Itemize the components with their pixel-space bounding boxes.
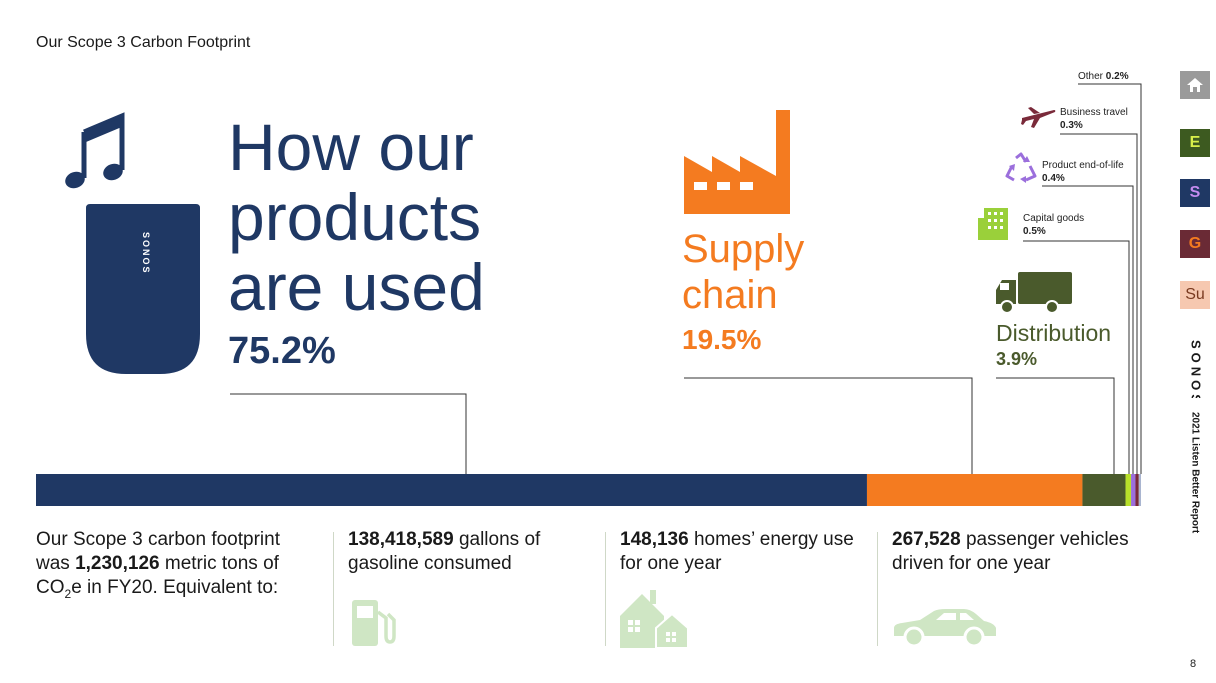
- supply-chain-label: Supply chain: [682, 227, 805, 317]
- bar-segment-1: [866, 474, 1083, 506]
- homes-stat: 148,136 homes’ energy use for one year: [620, 529, 854, 574]
- home-icon: [1187, 78, 1203, 92]
- leader-other: [1078, 83, 1142, 474]
- building-icon: [978, 208, 1008, 240]
- product-eol-callout: Product end-of-life 0.4%: [1042, 160, 1124, 184]
- bar-segment-4: [1131, 474, 1136, 506]
- page-number: 8: [1190, 658, 1197, 670]
- gasoline-stat: 138,418,589 gallons of gasoline consumed: [348, 529, 541, 574]
- factory-icon: [684, 110, 790, 214]
- business-travel-callout: Business travel 0.3%: [1060, 107, 1128, 131]
- fuel-pump-icon: [352, 600, 396, 646]
- speaker-icon: SONOS: [86, 204, 200, 374]
- usage-value: 75.2%: [228, 330, 336, 372]
- distribution-label: Distribution: [996, 320, 1112, 346]
- leader-supply: [684, 377, 973, 474]
- brand-logo: SONOS: [1189, 340, 1204, 398]
- usage-label: How our products are used: [228, 110, 485, 324]
- capital-goods-callout: Capital goods 0.5%: [1023, 213, 1085, 237]
- speaker-logo: SONOS: [141, 232, 151, 275]
- nav-home-button[interactable]: [1180, 71, 1210, 99]
- bar-segment-6: [1138, 474, 1141, 506]
- houses-icon: [620, 590, 689, 648]
- bar-segment-0: [36, 474, 867, 506]
- car-icon: [894, 609, 996, 648]
- divider: [877, 532, 878, 646]
- music-note-icon: [65, 112, 125, 189]
- nav-social-button[interactable]: S: [1180, 179, 1210, 207]
- leader-distribution: [996, 377, 1115, 474]
- nav-governance-button[interactable]: G: [1180, 230, 1210, 258]
- svg-text:2021 Listen Better Report: 2021 Listen Better Report: [1189, 412, 1200, 534]
- divider: [605, 532, 606, 646]
- supply-chain-value: 19.5%: [682, 324, 762, 355]
- bar-segment-3: [1125, 474, 1132, 506]
- bar-segment-2: [1082, 474, 1126, 506]
- recycle-icon: [1005, 152, 1037, 183]
- nav-environment-button[interactable]: E: [1180, 129, 1210, 157]
- leader-usage: [230, 393, 467, 474]
- other-callout: Other 0.2%: [1078, 71, 1129, 82]
- divider: [333, 532, 334, 646]
- bar-segment-5: [1135, 474, 1139, 506]
- plane-icon: [1021, 107, 1056, 128]
- svg-text:SONOS: SONOS: [1189, 340, 1204, 398]
- page-title: Our Scope 3 Carbon Footprint: [36, 34, 251, 51]
- truck-icon: [996, 272, 1072, 314]
- vehicles-stat: 267,528 passenger vehicles driven for on…: [892, 529, 1129, 574]
- report-title: 2021 Listen Better Report: [1189, 412, 1200, 534]
- distribution-value: 3.9%: [996, 349, 1038, 369]
- footprint-summary: Our Scope 3 carbon footprint was 1,230,1…: [36, 529, 280, 601]
- nav-summary-button[interactable]: Su: [1180, 281, 1210, 309]
